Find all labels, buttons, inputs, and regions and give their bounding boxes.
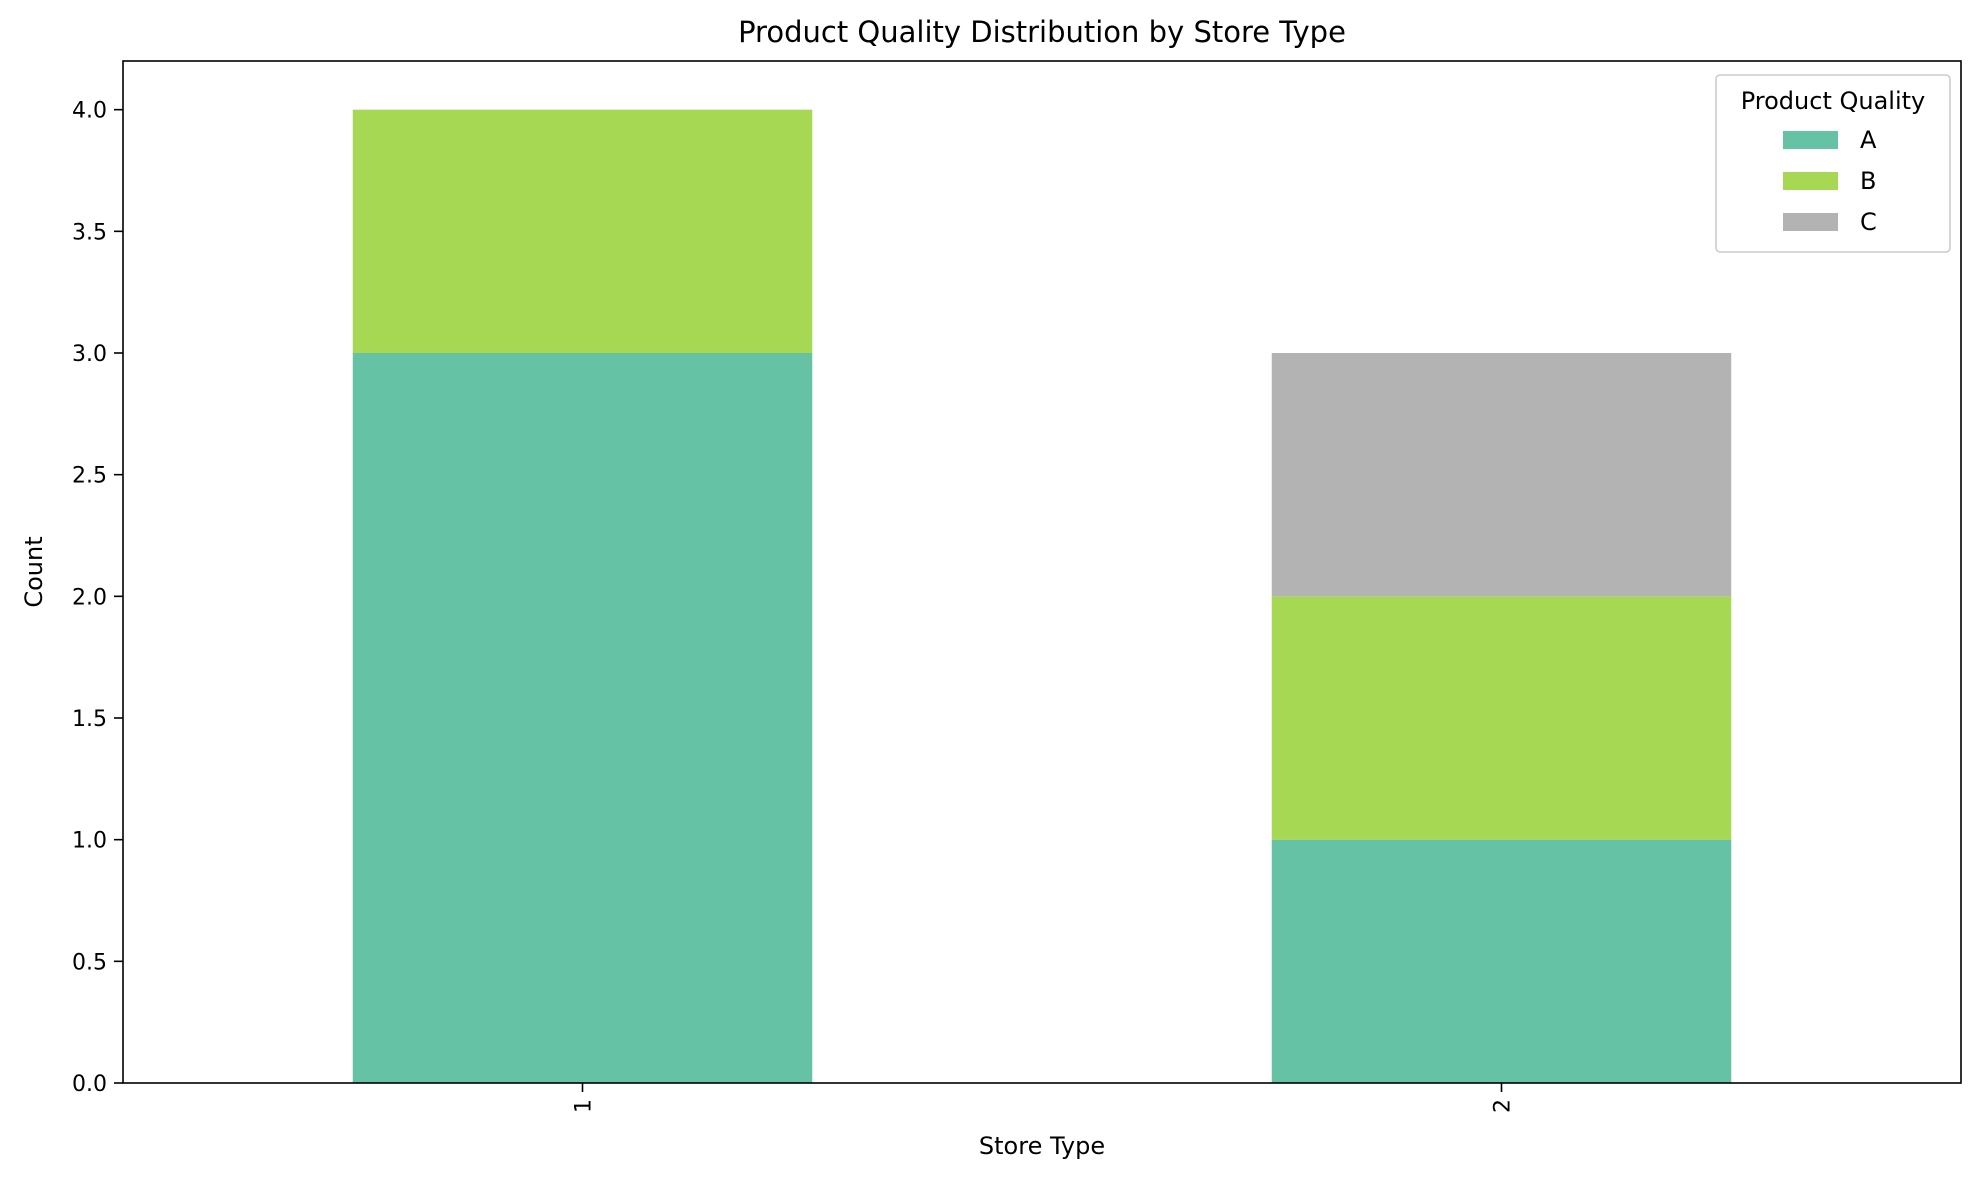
y-axis-label: Count	[20, 536, 48, 607]
bar-A-store-1	[352, 353, 813, 1083]
legend-label-A: A	[1860, 126, 1877, 154]
bars-layer	[352, 109, 1732, 1083]
legend-box	[1715, 74, 1951, 253]
bar-B-store-2	[1271, 596, 1732, 840]
legend-items: ABC	[1783, 126, 1877, 236]
legend-swatch-A	[1783, 131, 1838, 149]
y-tick-label: 0.0	[72, 1072, 107, 1097]
x-axis-label: Store Type	[979, 1132, 1105, 1160]
y-tick-label: 0.5	[72, 950, 107, 975]
bar-B-store-1	[352, 109, 813, 354]
chart-title: Product Quality Distribution by Store Ty…	[738, 15, 1346, 49]
y-tick-label: 2.0	[72, 585, 107, 610]
y-tick-label: 1.5	[72, 707, 107, 732]
legend-swatch-B	[1783, 172, 1838, 190]
bar-A-store-2	[1271, 839, 1732, 1083]
y-axis: 0.0 0.5 1.0 1.5 2.0 2.5 3.0 3.5 4.0	[72, 99, 123, 1097]
y-tick-label: 3.5	[72, 220, 107, 245]
legend-label-B: B	[1860, 167, 1876, 195]
bar-C-store-2	[1271, 353, 1732, 597]
y-tick-label: 2.5	[72, 464, 107, 489]
x-tick-label: 1	[572, 1099, 597, 1113]
y-tick-label: 4.0	[72, 99, 107, 124]
legend-title: Product Quality	[1741, 87, 1926, 115]
legend-swatch-C	[1783, 213, 1838, 231]
plot-frame	[122, 60, 1962, 1084]
legend-label-C: C	[1860, 208, 1877, 236]
x-tick-label: 2	[1491, 1099, 1516, 1113]
y-tick-label: 1.0	[72, 829, 107, 854]
y-tick-label: 3.0	[72, 342, 107, 367]
legend: Product Quality ABC	[1715, 74, 1951, 253]
